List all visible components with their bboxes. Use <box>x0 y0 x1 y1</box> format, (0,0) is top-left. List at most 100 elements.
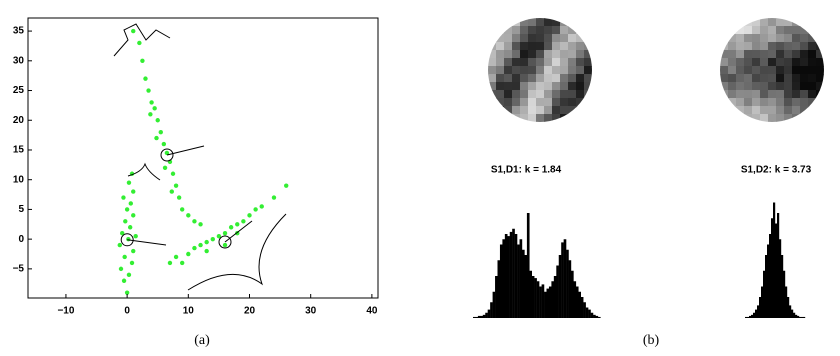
pixel <box>776 58 785 67</box>
pixel <box>488 106 497 115</box>
pixel <box>776 98 785 107</box>
pixel <box>776 42 785 51</box>
pixel <box>536 74 545 83</box>
direction-line <box>167 146 204 155</box>
pixel <box>744 58 753 67</box>
pixel <box>568 58 577 67</box>
pixel <box>568 34 577 43</box>
point <box>171 172 175 176</box>
pixel <box>520 98 529 107</box>
pixel <box>792 98 801 107</box>
hist-bar <box>515 234 518 318</box>
point <box>162 142 166 146</box>
pixel <box>760 74 769 83</box>
point <box>186 213 190 217</box>
pixel <box>768 66 777 75</box>
point <box>148 112 152 116</box>
pixel <box>760 106 769 115</box>
pixel <box>560 66 569 75</box>
pixel <box>768 98 777 107</box>
pixel <box>504 26 513 35</box>
pixel <box>528 98 537 107</box>
pixel <box>768 26 777 35</box>
pixel <box>776 50 785 59</box>
pixel <box>560 106 569 115</box>
pixel <box>728 66 737 75</box>
pixel <box>528 114 537 123</box>
pixel <box>752 98 761 107</box>
pixel <box>528 90 537 99</box>
point <box>235 222 239 226</box>
pixel <box>744 74 753 83</box>
pixel <box>552 18 561 27</box>
point <box>253 207 257 211</box>
pixel <box>760 82 769 91</box>
hist-bar <box>507 236 510 318</box>
pixel <box>760 50 769 59</box>
point <box>204 240 208 244</box>
pixel <box>552 98 561 107</box>
pixel <box>720 50 729 59</box>
pixel <box>536 18 545 27</box>
point <box>128 225 132 229</box>
pixel <box>760 66 769 75</box>
hist-bar <box>751 315 753 318</box>
pixel <box>512 82 521 91</box>
pixel <box>776 34 785 43</box>
pixel <box>768 34 777 43</box>
pixel <box>576 34 585 43</box>
pixel <box>568 82 577 91</box>
point <box>129 201 133 205</box>
pixel <box>752 34 761 43</box>
pixel <box>736 26 745 35</box>
point <box>126 237 130 241</box>
pixel <box>552 66 561 75</box>
pixel <box>808 26 817 35</box>
hist-bar <box>571 271 574 318</box>
pixel <box>776 74 785 83</box>
pixel <box>576 98 585 107</box>
y-tick-label: 35 <box>13 26 25 37</box>
hist-bar <box>759 297 761 318</box>
hist-bar <box>581 297 584 318</box>
hist-bar <box>795 315 797 318</box>
hist-bar <box>537 281 540 318</box>
point <box>130 261 134 265</box>
pixel <box>568 26 577 35</box>
point <box>192 219 196 223</box>
pixel <box>560 58 569 67</box>
hist-bar <box>576 287 579 319</box>
point <box>177 195 181 199</box>
pixel <box>568 50 577 59</box>
pixel <box>744 98 753 107</box>
pixel <box>768 42 777 51</box>
pixel <box>816 58 825 67</box>
pixel <box>728 26 737 35</box>
pixel <box>520 66 529 75</box>
x-tick-label: −10 <box>57 306 74 317</box>
pixel <box>576 42 585 51</box>
pixel <box>808 82 817 91</box>
pixel <box>536 82 545 91</box>
pixel <box>584 74 593 83</box>
pixel <box>808 74 817 83</box>
hist-bar <box>598 317 601 318</box>
pixel <box>816 98 825 107</box>
pixel <box>512 66 521 75</box>
y-tick-label: −5 <box>13 264 25 275</box>
point <box>241 219 245 223</box>
point <box>198 243 202 247</box>
pixel <box>520 58 529 67</box>
pixel <box>784 18 793 27</box>
pixel <box>800 50 809 59</box>
hist-bar <box>753 313 755 318</box>
pixel <box>792 58 801 67</box>
pixel <box>800 106 809 115</box>
pixel <box>536 66 545 75</box>
x-tick-label: 10 <box>183 306 195 317</box>
pixel <box>792 74 801 83</box>
pixel <box>768 50 777 59</box>
hist-bar <box>781 255 783 318</box>
pixel <box>744 50 753 59</box>
point <box>137 41 141 45</box>
